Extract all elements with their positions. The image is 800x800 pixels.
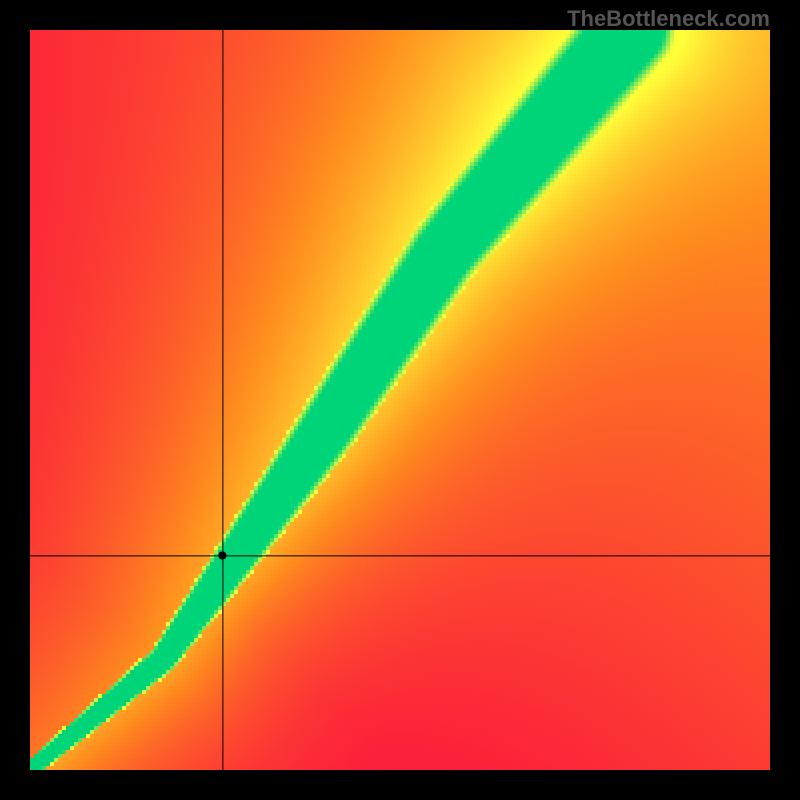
heatmap-canvas bbox=[0, 0, 800, 800]
chart-frame: TheBottleneck.com bbox=[0, 0, 800, 800]
